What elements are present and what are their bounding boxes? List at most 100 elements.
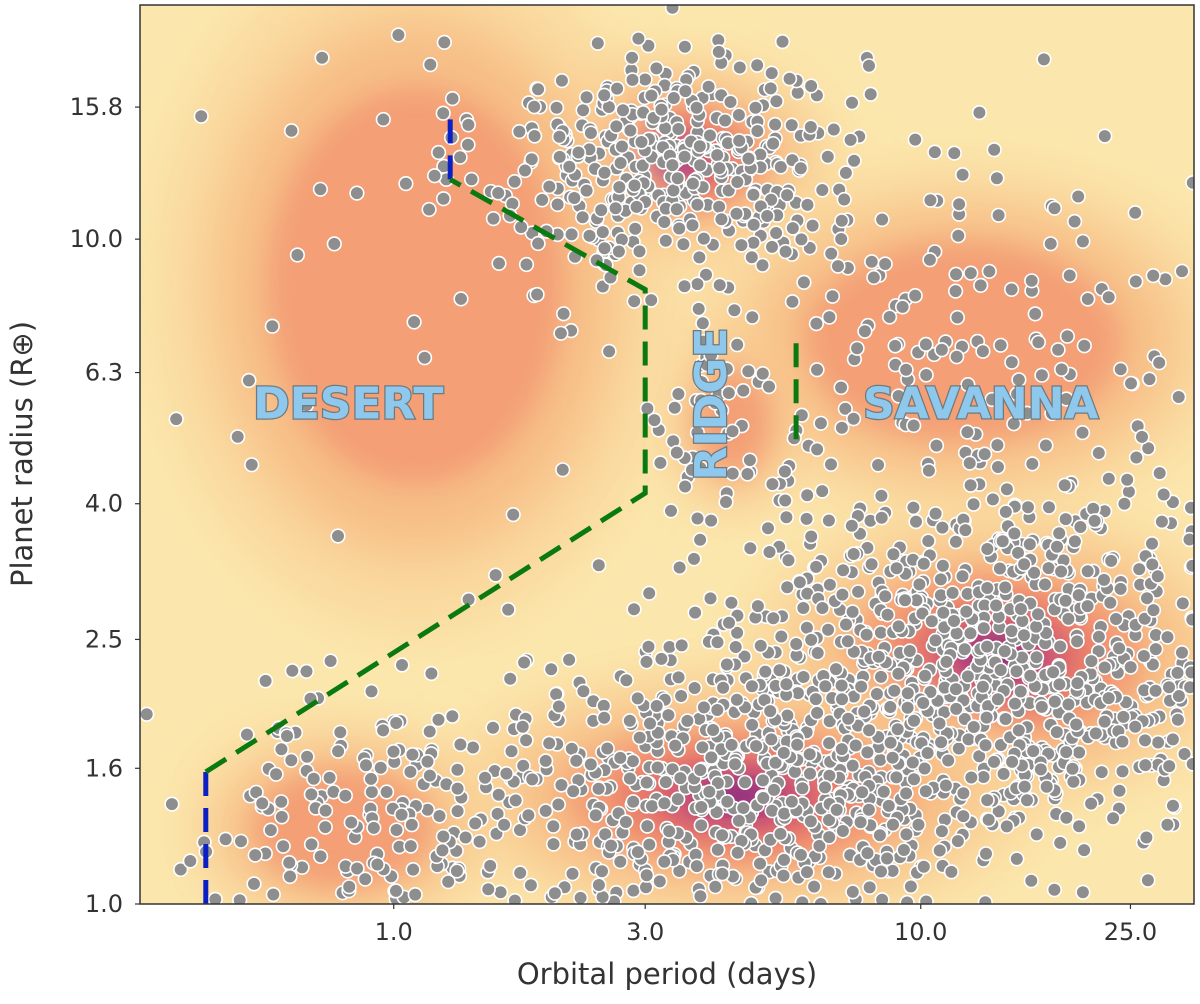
planet-point <box>1019 405 1035 421</box>
planet-point <box>999 481 1015 497</box>
planet-point <box>876 784 892 800</box>
planet-point <box>723 595 740 611</box>
planet-point <box>247 847 263 863</box>
planet-point <box>575 683 592 699</box>
planet-point <box>745 187 762 203</box>
planet-point <box>824 288 841 304</box>
planet-point <box>314 50 330 66</box>
planet-point <box>1043 236 1059 252</box>
planet-point <box>583 756 599 773</box>
planet-point <box>679 713 696 729</box>
planet-point <box>779 579 795 595</box>
planet-point <box>995 766 1012 782</box>
planet-point <box>850 584 866 600</box>
planet-point <box>873 669 889 685</box>
planet-point <box>1071 744 1087 761</box>
planet-point <box>866 269 882 286</box>
planet-point <box>784 117 800 133</box>
planet-point <box>761 544 778 560</box>
planet-point <box>905 500 922 516</box>
planet-point <box>884 750 901 766</box>
planet-point <box>948 266 964 282</box>
planet-point <box>780 552 797 568</box>
planet-point <box>289 247 306 263</box>
planet-point <box>1150 568 1166 584</box>
planet-point <box>1013 601 1029 617</box>
planet-point <box>323 653 339 669</box>
planet-point <box>596 710 612 726</box>
x-tick-label: 25.0 <box>1104 918 1157 946</box>
planet-point <box>721 385 737 401</box>
planet-point <box>872 827 888 843</box>
planet-point <box>1047 693 1063 710</box>
planet-point <box>951 196 967 212</box>
planet-point <box>1064 761 1081 777</box>
planet-point <box>922 192 939 208</box>
planet-point <box>1101 471 1117 487</box>
planet-point <box>1022 668 1038 684</box>
planet-point <box>794 780 811 796</box>
planet-point <box>960 377 976 393</box>
planet-point <box>793 231 810 247</box>
planet-point <box>1116 496 1132 512</box>
planet-point <box>1065 774 1081 790</box>
planet-point <box>1011 722 1027 739</box>
planet-point <box>871 649 887 665</box>
planet-point <box>897 592 913 608</box>
planet-point <box>830 258 846 274</box>
x-tick-label: 1.0 <box>375 918 413 946</box>
planet-point <box>767 116 783 133</box>
planet-point <box>596 165 613 181</box>
planet-point <box>858 627 875 643</box>
planet-point <box>349 185 365 201</box>
planet-point <box>1097 128 1113 144</box>
planet-point <box>568 753 584 769</box>
planet-point <box>555 306 572 322</box>
planet-point <box>232 892 248 904</box>
planet-point <box>749 123 766 139</box>
planet-point <box>963 769 979 786</box>
planet-point <box>1016 556 1032 572</box>
planet-point <box>609 80 625 97</box>
planet-point <box>207 891 223 904</box>
planet-point <box>1028 619 1044 635</box>
planet-point <box>246 876 262 892</box>
planet-point <box>862 879 878 896</box>
planet-point <box>283 752 299 768</box>
planet-point <box>622 713 638 729</box>
planet-point <box>625 794 641 810</box>
planet-point <box>265 886 281 903</box>
planet-point <box>460 117 477 133</box>
planet-point <box>846 546 862 562</box>
planet-point <box>541 735 557 751</box>
planet-point <box>1154 513 1170 530</box>
planet-point <box>264 318 280 334</box>
planet-point <box>809 441 825 458</box>
planet-point <box>675 236 692 252</box>
planet-point <box>554 72 570 89</box>
planet-point <box>962 625 979 641</box>
planet-point <box>714 827 730 843</box>
planet-point <box>986 754 1002 770</box>
planet-point <box>731 133 747 149</box>
planet-point <box>899 894 915 904</box>
planet-point <box>1108 611 1124 627</box>
planet-point <box>918 367 934 383</box>
planet-point <box>624 72 641 88</box>
planet-point <box>795 669 812 685</box>
planet-point <box>821 829 837 845</box>
planet-point <box>775 867 792 884</box>
y-tick-label: 10.0 <box>70 225 123 253</box>
planet-point <box>898 785 914 802</box>
planet-point <box>1183 500 1194 516</box>
planet-point <box>591 557 607 573</box>
planet-point <box>713 211 730 227</box>
planet-point <box>1083 653 1099 669</box>
planet-point <box>337 788 354 804</box>
planet-point <box>840 633 856 649</box>
planet-point <box>450 803 466 819</box>
planet-point <box>1165 731 1181 748</box>
planet-point <box>689 197 706 213</box>
planet-point <box>993 662 1009 678</box>
planet-point <box>1094 764 1110 780</box>
